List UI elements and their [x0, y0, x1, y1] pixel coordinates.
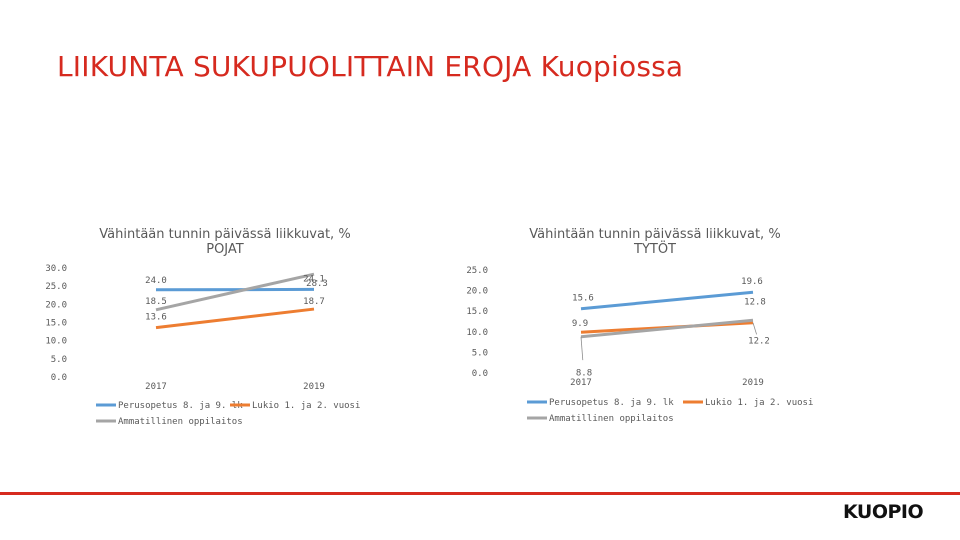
series-line: [155, 307, 315, 330]
y-tick-label: 15.0: [45, 319, 67, 329]
data-label: 13.6: [145, 313, 167, 323]
chart-girls: Vähintään tunnin päivässä liikkuvat, % T…: [466, 227, 813, 424]
y-tick-label: 0.0: [51, 373, 67, 383]
footer-accent-line: [0, 492, 960, 495]
y-tick-label: 10.0: [466, 328, 488, 338]
leader-line: [580, 336, 584, 361]
leader-line: [752, 322, 757, 335]
data-label: 15.6: [572, 294, 594, 304]
data-label: 18.7: [303, 297, 325, 307]
legend-label: Lukio 1. ja 2. vuosi: [252, 401, 360, 411]
data-label: 8.8: [576, 369, 592, 379]
legend-label: Perusopetus 8. ja 9. lk: [118, 401, 243, 411]
chart-title-line2: TYTÖT: [633, 240, 676, 257]
legend-label: Ammatillinen oppilaitos: [549, 414, 674, 424]
legend-label: Lukio 1. ja 2. vuosi: [705, 398, 813, 408]
chart-title-line2: POJAT: [206, 242, 244, 257]
series-line: [155, 272, 315, 312]
y-tick-label: 10.0: [45, 337, 67, 347]
series-line: [580, 290, 754, 311]
data-label: 19.6: [741, 277, 763, 287]
y-tick-label: 20.0: [45, 300, 67, 310]
data-label: 28.3: [306, 279, 328, 289]
data-label: 18.5: [145, 297, 167, 307]
x-category-label: 2019: [742, 378, 764, 388]
y-tick-label: 5.0: [51, 355, 67, 365]
y-tick-label: 0.0: [472, 369, 488, 379]
data-label: 9.9: [572, 319, 588, 329]
y-tick-label: 20.0: [466, 287, 488, 297]
y-tick-label: 25.0: [45, 282, 67, 292]
x-category-label: 2019: [303, 382, 325, 392]
data-label: 24.0: [145, 276, 167, 286]
chart-title-line1: Vähintään tunnin päivässä liikkuvat, %: [529, 227, 780, 242]
chart-title-line1: Vähintään tunnin päivässä liikkuvat, %: [99, 227, 350, 242]
data-label: 12.8: [744, 297, 766, 307]
chart-boys: Vähintään tunnin päivässä liikkuvat, % P…: [45, 227, 360, 427]
legend-label: Perusopetus 8. ja 9. lk: [549, 398, 674, 408]
y-tick-label: 15.0: [466, 307, 488, 317]
y-tick-label: 25.0: [466, 266, 488, 276]
legend-label: Ammatillinen oppilaitos: [118, 417, 243, 427]
y-tick-label: 30.0: [45, 264, 67, 274]
kuopio-logo: KUOPIO: [843, 501, 924, 523]
slide-title: LIIKUNTA SUKUPUOLITTAIN EROJA Kuopiossa: [57, 50, 684, 83]
data-label: 24.1: [303, 274, 325, 284]
y-tick-label: 5.0: [472, 348, 488, 358]
series-line: [580, 318, 754, 339]
x-category-label: 2017: [570, 378, 592, 388]
data-label: 12.2: [748, 337, 770, 347]
x-category-label: 2017: [145, 382, 167, 392]
